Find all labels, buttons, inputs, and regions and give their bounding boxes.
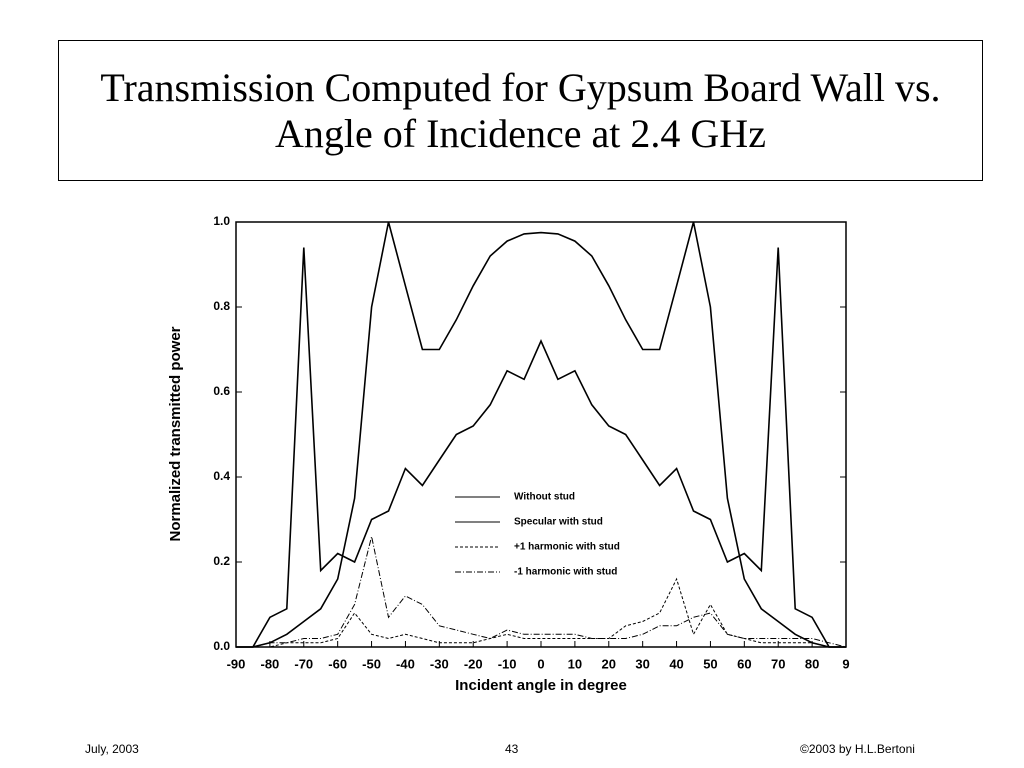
x-tick-label: -80 <box>260 656 279 671</box>
plot-frame <box>235 221 847 648</box>
x-tick-label: 60 <box>737 656 751 671</box>
y-tick-label: 1.0 <box>213 214 230 228</box>
x-tick-label: -40 <box>396 656 415 671</box>
y-tick-label: 0.8 <box>213 299 230 313</box>
x-tick-label: -50 <box>362 656 381 671</box>
x-tick-label: 40 <box>669 656 683 671</box>
x-tick-label: 9 <box>842 656 849 671</box>
legend-label: Specular with stud <box>514 517 603 528</box>
x-tick-label: -10 <box>498 656 517 671</box>
y-tick-label: 0.6 <box>213 384 230 398</box>
x-tick-label: 50 <box>703 656 717 671</box>
x-tick-label: -20 <box>464 656 483 671</box>
footer-copyright: ©2003 by H.L.Bertoni <box>800 742 915 756</box>
x-axis-label: Incident angle in degree <box>455 677 627 694</box>
x-tick-label: 30 <box>635 656 649 671</box>
y-axis-label: Normalized transmitted power <box>167 326 184 541</box>
x-tick-label: 0 <box>537 656 544 671</box>
series-line <box>236 577 846 648</box>
x-tick-label: -60 <box>328 656 347 671</box>
x-tick-label: 10 <box>568 656 582 671</box>
y-tick-label: 0.0 <box>213 639 230 653</box>
series-line <box>236 221 846 648</box>
y-tick-label: 0.2 <box>213 554 230 568</box>
footer-date: July, 2003 <box>85 742 139 756</box>
x-tick-label: 70 <box>771 656 785 671</box>
x-tick-label: 20 <box>602 656 616 671</box>
x-tick-label: -90 <box>227 656 246 671</box>
series-line <box>236 536 847 648</box>
x-tick-label: -30 <box>430 656 449 671</box>
x-tick-label: 80 <box>805 656 819 671</box>
legend-label: +1 harmonic with stud <box>514 542 620 553</box>
title-box: Transmission Computed for Gypsum Board W… <box>58 40 983 181</box>
chart-title: Transmission Computed for Gypsum Board W… <box>100 64 941 156</box>
legend-label: -1 harmonic with stud <box>514 567 617 578</box>
y-tick-label: 0.4 <box>213 469 230 483</box>
series-line <box>236 247 846 648</box>
legend-label: Without stud <box>514 492 575 503</box>
x-tick-label: -70 <box>294 656 313 671</box>
footer-page: 43 <box>505 742 519 756</box>
